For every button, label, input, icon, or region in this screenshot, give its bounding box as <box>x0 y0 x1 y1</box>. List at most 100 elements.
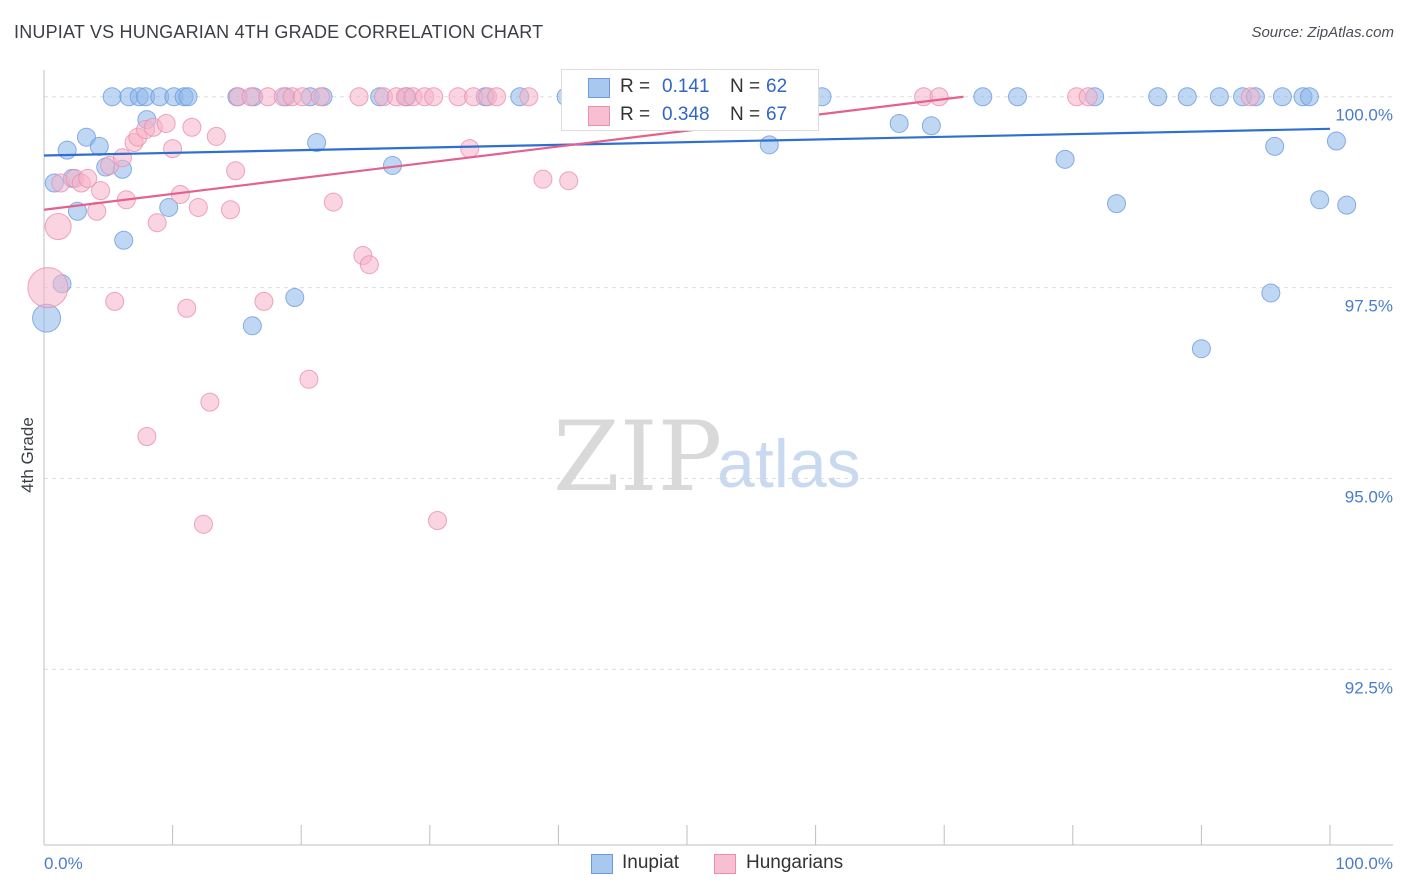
legend-label-hungarians[interactable]: Hungarians <box>746 852 844 873</box>
point-hungarians <box>310 87 330 107</box>
point-inupiat <box>1326 131 1346 151</box>
point-hungarians <box>206 126 226 146</box>
point-hungarians <box>241 87 261 107</box>
point-hungarians <box>193 514 213 534</box>
point-hungarians <box>487 87 507 107</box>
point-hungarians <box>254 291 274 311</box>
n-label: N = <box>730 104 761 125</box>
point-inupiat <box>1265 136 1285 156</box>
point-inupiat <box>1177 87 1197 107</box>
point-inupiat <box>114 230 134 250</box>
watermark-atlas: atlas <box>717 426 861 502</box>
n-label: N = <box>730 76 761 97</box>
point-inupiat <box>307 133 327 153</box>
series-legend: Inupiat Hungarians <box>0 852 1406 878</box>
point-inupiat <box>89 136 109 156</box>
point-hungarians <box>559 171 579 191</box>
watermark: ZIP atlas <box>553 401 861 513</box>
point-hungarians <box>200 392 220 412</box>
point-hungarians <box>147 213 167 233</box>
point-inupiat <box>759 135 779 155</box>
point-hungarians <box>1240 87 1260 107</box>
point-hungarians <box>533 169 553 189</box>
point-hungarians <box>137 427 157 447</box>
point-hungarians <box>177 298 197 318</box>
y-tick-label: 97.5% <box>1345 297 1393 316</box>
r-label: R = <box>620 76 651 97</box>
legend-label-inupiat[interactable]: Inupiat <box>622 852 680 873</box>
point-inupiat <box>973 87 993 107</box>
point-inupiat <box>1337 195 1357 215</box>
r-value: 0.141 <box>662 76 710 97</box>
x-tick-label-max: 100.0% <box>1335 854 1393 873</box>
point-hungarians <box>460 139 480 159</box>
point-hungarians <box>299 369 319 389</box>
point-inupiat <box>921 116 941 136</box>
n-value: 67 <box>766 104 788 125</box>
point-hungarians <box>44 213 72 241</box>
point-inupiat <box>1299 87 1319 107</box>
point-inupiat <box>889 113 909 133</box>
legend-row-inupiat: R = 0.141 N = 62 <box>562 73 818 101</box>
point-hungarians <box>78 168 98 188</box>
n-value: 62 <box>766 76 788 97</box>
stats-legend: R = 0.141 N = 62 R = 0.348 N = 67 <box>561 69 819 131</box>
point-hungarians <box>91 181 111 201</box>
axes <box>43 70 1393 846</box>
point-hungarians <box>156 113 176 133</box>
y-tick-label: 100.0% <box>1335 106 1393 125</box>
point-inupiat <box>159 197 179 217</box>
point-hungarians <box>424 87 444 107</box>
r-label: R = <box>620 104 651 125</box>
y-tick-labels: 100.0% 97.5% 95.0% 92.5% <box>1335 106 1393 698</box>
y-tick-label: 95.0% <box>1345 487 1393 506</box>
point-hungarians <box>163 139 183 159</box>
legend-swatch-inupiat[interactable] <box>591 854 613 874</box>
point-inupiat <box>57 140 77 160</box>
point-hungarians <box>188 197 208 217</box>
source-label: Source: ZipAtlas.com <box>1251 24 1394 41</box>
point-hungarians <box>27 267 69 309</box>
point-inupiat <box>1008 87 1028 107</box>
point-inupiat <box>1107 194 1127 214</box>
point-inupiat <box>32 303 62 333</box>
gridlines <box>44 96 1393 670</box>
point-hungarians <box>226 161 246 181</box>
watermark-zip: ZIP <box>553 401 722 513</box>
point-inupiat <box>285 288 305 308</box>
point-inupiat <box>1310 190 1330 210</box>
point-hungarians <box>929 87 949 107</box>
point-hungarians <box>182 117 202 137</box>
point-inupiat <box>1148 87 1168 107</box>
point-inupiat <box>1055 149 1075 169</box>
r-value: 0.348 <box>662 104 710 125</box>
point-inupiat <box>178 87 198 107</box>
legend-swatch-hungarians <box>588 106 610 126</box>
chart-title: INUPIAT VS HUNGARIAN 4TH GRADE CORRELATI… <box>14 22 544 42</box>
point-hungarians <box>112 148 132 168</box>
point-hungarians <box>349 87 369 107</box>
point-inupiat <box>76 127 96 147</box>
point-inupiat <box>1191 339 1211 359</box>
point-hungarians <box>323 192 343 212</box>
point-inupiat <box>242 316 262 336</box>
trend-line-inupiat <box>43 127 1331 157</box>
point-hungarians <box>428 510 448 530</box>
point-hungarians <box>359 255 379 275</box>
legend-swatch-hungarians[interactable] <box>714 854 736 874</box>
point-inupiat <box>1272 87 1292 107</box>
point-inupiat <box>1209 87 1229 107</box>
legend-row-hungarians: R = 0.348 N = 67 <box>562 101 818 129</box>
point-inupiat <box>102 87 122 107</box>
point-inupiat <box>1261 283 1281 303</box>
y-tick-label: 92.5% <box>1345 678 1393 697</box>
point-hungarians <box>220 200 240 220</box>
legend-swatch-inupiat <box>588 78 610 98</box>
point-hungarians <box>105 291 125 311</box>
point-hungarians <box>1078 87 1098 107</box>
point-hungarians <box>292 87 312 107</box>
x-tick-label-min: 0.0% <box>44 854 83 873</box>
point-hungarians <box>519 87 539 107</box>
x-tick-labels: 0.0% 100.0% <box>44 854 1393 873</box>
